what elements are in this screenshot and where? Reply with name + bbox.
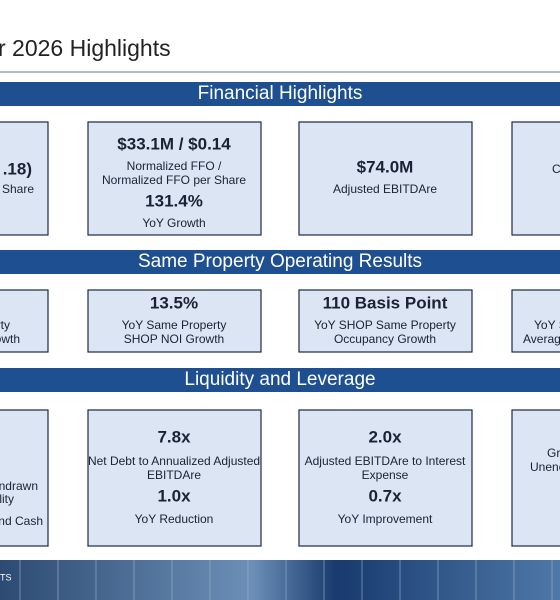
metric-value: 131.4% [145, 191, 203, 210]
section-band [0, 250, 560, 274]
highlight-box [87, 289, 262, 353]
metric-value: 0.7x [368, 486, 402, 505]
metric-label: YoY Same Property [122, 318, 227, 332]
metric-label: rty [0, 318, 10, 332]
metric-value: 13.5% [150, 293, 198, 312]
highlight-box [0, 121, 49, 236]
highlight-box [511, 121, 560, 236]
metric-value: 7.8x [157, 427, 191, 446]
metric-label: YoY Improvement [338, 512, 433, 526]
metric-label: Normalized FFO / [127, 159, 222, 173]
metric-label: and Cash [0, 514, 43, 528]
metric-label: Unenc [530, 460, 560, 474]
metric-value: 110 Basis Point [323, 293, 448, 312]
metric-label: Gr [547, 446, 560, 460]
metric-label: ility [0, 492, 14, 506]
highlight-box [511, 289, 560, 353]
highlight-box [298, 409, 473, 547]
metric-label: EBITDAre [147, 468, 201, 482]
metric-label: YoY Reduction [135, 512, 214, 526]
metric-label: Net Debt to Annualized Adjusted [88, 454, 260, 468]
metric-label: YoY Growth [142, 216, 205, 230]
highlight-box [511, 409, 560, 547]
metric-label: YoY SHOP Same Property [314, 318, 456, 332]
metric-value: $33.1M / $0.14 [117, 134, 231, 153]
metric-label: r Share [0, 182, 34, 196]
metric-label: YoY S [534, 318, 560, 332]
metric-label: SHOP NOI Growth [124, 332, 224, 346]
metric-label: C [552, 162, 560, 176]
section-heading: Financial Highlights [198, 83, 363, 104]
highlight-box [0, 409, 49, 547]
metric-label: Averag [523, 332, 560, 346]
highlight-box [87, 409, 262, 547]
metric-value: 2.0x [368, 427, 402, 446]
footer-image [0, 560, 560, 600]
metric-value: $74.0M [357, 157, 414, 176]
footer-text: TS [0, 572, 12, 582]
metric-label: Normalized FFO per Share [102, 173, 246, 187]
highlight-box [298, 121, 473, 236]
highlight-box [0, 289, 49, 353]
highlight-box [298, 289, 473, 353]
metric-label: owth [0, 332, 20, 346]
metric-label: Adjusted EBITDAre [333, 182, 437, 196]
section-heading: Liquidity and Leverage [184, 369, 375, 390]
metric-value: .18) [3, 159, 32, 178]
highlight-box [87, 121, 262, 236]
metric-label: Occupancy Growth [334, 332, 436, 346]
metric-label: Undrawn [0, 479, 38, 493]
metric-label: Expense [362, 468, 409, 482]
section-band [0, 368, 560, 392]
section-band [0, 82, 560, 106]
metric-label: Adjusted EBITDAre to Interest [305, 454, 466, 468]
metric-value: 1.0x [157, 486, 191, 505]
slide-title: r 2026 Highlights [0, 35, 171, 61]
section-heading: Same Property Operating Results [138, 251, 422, 272]
